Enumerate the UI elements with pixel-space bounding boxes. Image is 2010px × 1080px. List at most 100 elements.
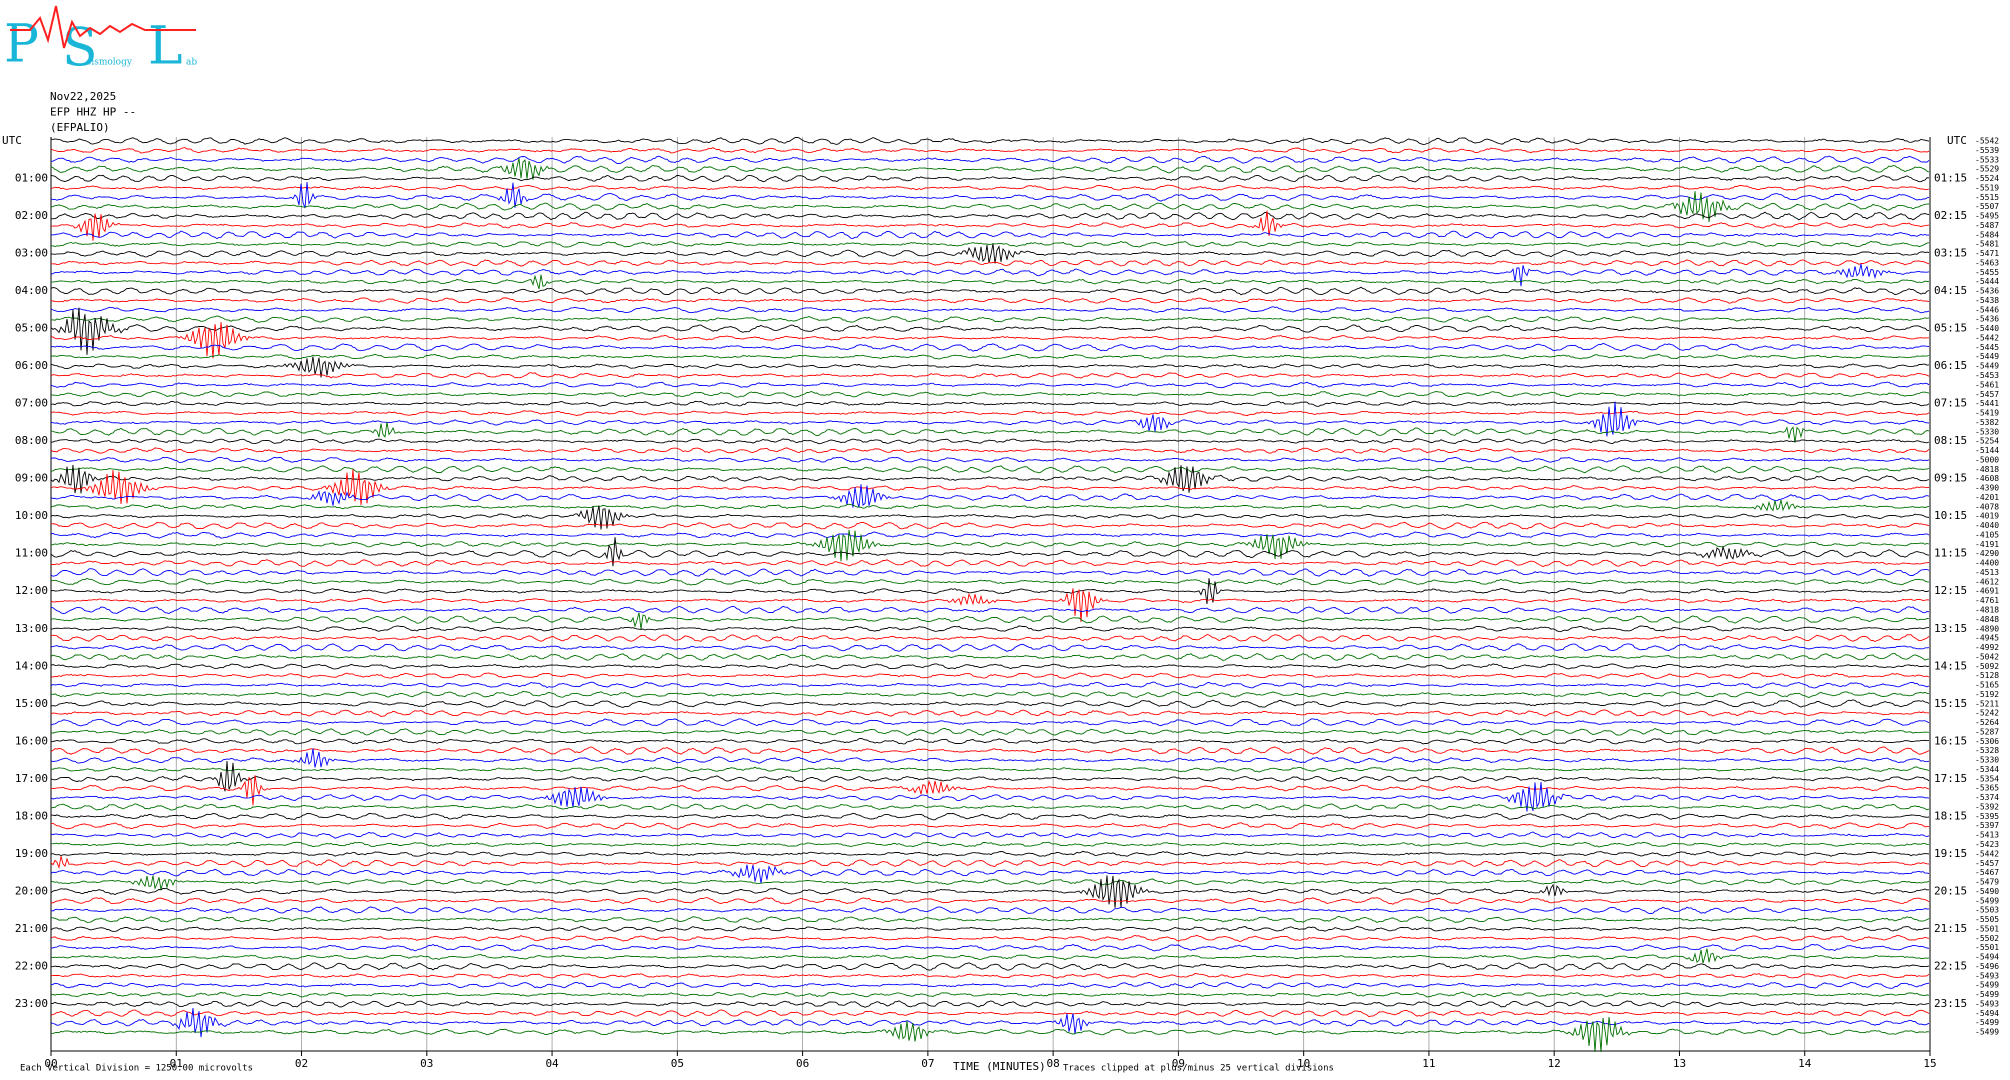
row-offset: -5397	[1975, 821, 1999, 830]
hour-label: 20:00	[15, 884, 48, 897]
row-offset: -5423	[1975, 840, 1999, 849]
trace	[50, 529, 1930, 562]
hour-label: 14:00	[15, 659, 48, 672]
row-offset: -5515	[1975, 193, 1999, 202]
trace	[50, 915, 1930, 924]
row-offset: -5501	[1975, 943, 1999, 952]
trace	[50, 1016, 1930, 1053]
trace	[50, 274, 1930, 290]
x-tick-label: 02	[295, 1057, 308, 1070]
row-offset: -5505	[1975, 915, 1999, 924]
trace	[51, 972, 1930, 979]
trace	[50, 182, 1930, 209]
hour-label: 21:00	[15, 922, 48, 935]
trace	[50, 568, 1930, 577]
right-utc: UTC	[1947, 134, 1967, 147]
hour-label: 18:00	[15, 809, 48, 822]
hour-label: 15:15	[1934, 697, 1967, 710]
trace	[50, 537, 1930, 567]
row-offset: -5467	[1975, 868, 1999, 877]
trace	[50, 297, 1930, 304]
hour-label: 10:00	[15, 509, 48, 522]
trace	[50, 831, 1930, 839]
hour-label: 14:15	[1934, 659, 1967, 672]
row-offset: -5494	[1975, 1009, 1999, 1018]
row-offset: -5457	[1975, 859, 1999, 868]
trace	[50, 1000, 1930, 1008]
trace	[50, 322, 1930, 359]
row-offset: -5503	[1975, 906, 1999, 915]
trace	[50, 438, 1930, 445]
trace	[50, 625, 1930, 633]
trace	[50, 699, 1930, 708]
row-offset: -4818	[1975, 465, 1999, 474]
logo-letter: L	[148, 17, 183, 77]
trace	[50, 158, 1930, 180]
trace	[50, 505, 1930, 530]
trace	[50, 643, 1930, 652]
row-offset: -5529	[1975, 165, 1999, 174]
trace	[50, 864, 1930, 884]
trace	[50, 342, 1930, 352]
row-offset: -5457	[1975, 390, 1999, 399]
row-offset: -5471	[1975, 249, 1999, 258]
hour-label: 04:00	[15, 284, 48, 297]
trace	[50, 822, 1929, 830]
trace	[50, 1008, 1930, 1038]
row-offset: -5264	[1975, 718, 1999, 727]
row-offset: -4691	[1975, 587, 1999, 596]
traces	[50, 137, 1930, 1053]
hour-label: 19:15	[1934, 847, 1967, 860]
hour-label: 16:15	[1934, 734, 1967, 747]
trace	[50, 464, 1930, 494]
row-offset: -5354	[1975, 774, 1999, 783]
row-offset: -5455	[1975, 268, 1999, 277]
trace	[50, 803, 1930, 811]
row-offset: -4400	[1975, 559, 1999, 568]
hour-label: 23:00	[15, 997, 48, 1010]
trace	[50, 243, 1930, 264]
trace	[50, 469, 1930, 505]
row-offset: -5306	[1975, 737, 1999, 746]
row-offset: -5502	[1975, 934, 1999, 943]
row-offset: -5481	[1975, 240, 1999, 249]
trace	[50, 559, 1930, 568]
trace	[50, 588, 1930, 622]
row-offset: -5493	[1975, 999, 1999, 1008]
x-tick-label: 10	[1297, 1057, 1310, 1070]
hour-label: 02:15	[1934, 209, 1967, 222]
hour-label: 08:15	[1934, 434, 1967, 447]
row-offset: -5449	[1975, 352, 1999, 361]
hour-label: 11:15	[1934, 547, 1967, 560]
hour-label: 22:15	[1934, 959, 1967, 972]
trace	[50, 948, 1930, 964]
row-offset: -5484	[1975, 230, 1999, 239]
hour-label: 17:15	[1934, 772, 1967, 785]
trace	[50, 634, 1930, 643]
row-offset: -5539	[1975, 146, 1999, 155]
row-offset: -5495	[1975, 212, 1999, 221]
trace	[50, 400, 1930, 407]
trace	[50, 760, 1930, 792]
row-offset: -5493	[1975, 971, 1999, 980]
trace	[50, 230, 1930, 240]
row-offset: -5144	[1975, 446, 1999, 455]
row-offset: -4945	[1975, 634, 1999, 643]
trace	[50, 447, 1930, 454]
trace	[50, 775, 1930, 806]
row-offset: -5519	[1975, 183, 1999, 192]
trace	[50, 738, 1930, 745]
x-tick-label: 09	[1172, 1057, 1185, 1070]
row-offset: -5328	[1975, 746, 1999, 755]
trace	[50, 612, 1930, 630]
x-tick-label: 07	[921, 1057, 934, 1070]
trace	[50, 748, 1930, 768]
row-offset: -5499	[1975, 1018, 1999, 1027]
logo-word: eismology	[86, 58, 133, 68]
hour-label: 23:15	[1934, 997, 1967, 1010]
logo: P S L eismology ab	[4, 5, 197, 79]
trace	[50, 681, 1930, 689]
row-offset: -5442	[1975, 849, 1999, 858]
row-offset: -5330	[1975, 756, 1999, 765]
left-utc: UTC	[2, 134, 22, 147]
